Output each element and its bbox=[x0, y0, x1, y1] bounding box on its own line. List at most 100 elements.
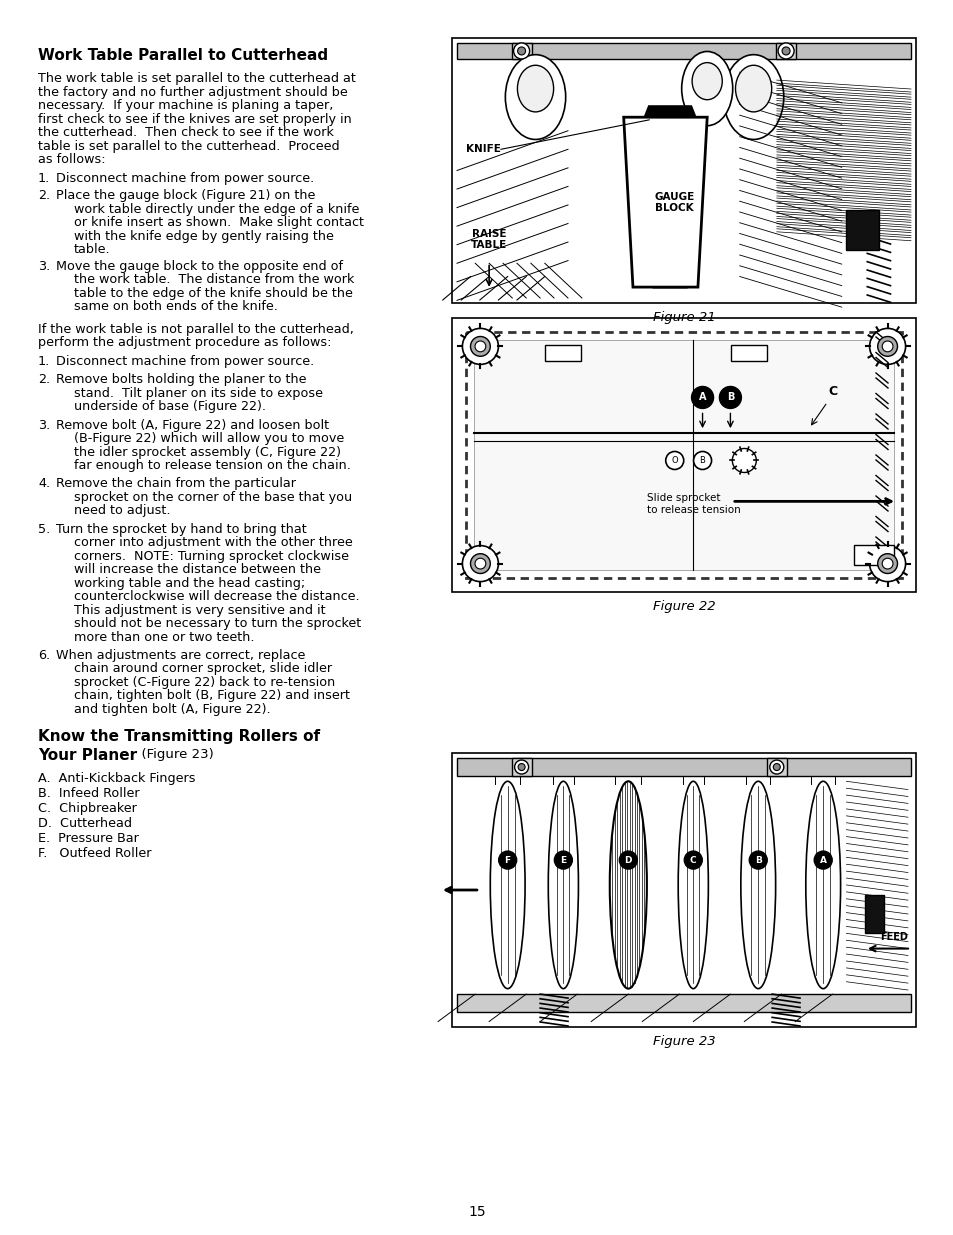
Text: D: D bbox=[624, 856, 632, 864]
Text: B: B bbox=[699, 456, 705, 466]
Text: E.  Pressure Bar: E. Pressure Bar bbox=[38, 831, 139, 845]
Bar bbox=[845, 210, 878, 249]
Circle shape bbox=[882, 341, 892, 352]
Circle shape bbox=[665, 452, 683, 469]
Text: KNIFE: KNIFE bbox=[465, 144, 500, 154]
Bar bbox=[465, 332, 901, 578]
Text: Remove bolt (A, Figure 22) and loosen bolt: Remove bolt (A, Figure 22) and loosen bo… bbox=[56, 419, 329, 431]
Text: more than one or two teeth.: more than one or two teeth. bbox=[74, 631, 254, 643]
Bar bbox=[456, 758, 910, 776]
Text: first check to see if the knives are set properly in: first check to see if the knives are set… bbox=[38, 112, 352, 126]
Bar bbox=[452, 317, 915, 592]
Bar bbox=[511, 43, 531, 59]
Text: sprocket (C-Figure 22) back to re-tension: sprocket (C-Figure 22) back to re-tensio… bbox=[74, 676, 335, 689]
Text: Move the gauge block to the opposite end of: Move the gauge block to the opposite end… bbox=[56, 259, 343, 273]
Text: stand.  Tilt planer on its side to expose: stand. Tilt planer on its side to expose bbox=[74, 387, 323, 400]
Text: should not be necessary to turn the sprocket: should not be necessary to turn the spro… bbox=[74, 618, 361, 630]
Text: Know the Transmitting Rollers of: Know the Transmitting Rollers of bbox=[38, 729, 320, 743]
Text: 2.: 2. bbox=[38, 373, 51, 387]
Text: sprocket on the corner of the base that you: sprocket on the corner of the base that … bbox=[74, 490, 352, 504]
Text: 1.: 1. bbox=[38, 356, 51, 368]
Bar bbox=[456, 43, 910, 59]
Text: chain around corner sprocket, slide idler: chain around corner sprocket, slide idle… bbox=[74, 662, 332, 676]
Text: Disconnect machine from power source.: Disconnect machine from power source. bbox=[56, 356, 314, 368]
Bar bbox=[452, 753, 915, 1028]
Circle shape bbox=[882, 558, 892, 569]
Text: chain, tighten bolt (B, Figure 22) and insert: chain, tighten bolt (B, Figure 22) and i… bbox=[74, 689, 350, 703]
Circle shape bbox=[693, 452, 711, 469]
Text: the cutterhead.  Then check to see if the work: the cutterhead. Then check to see if the… bbox=[38, 126, 334, 140]
Text: This adjustment is very sensitive and it: This adjustment is very sensitive and it bbox=[74, 604, 325, 616]
Text: 5.: 5. bbox=[38, 522, 51, 536]
Text: 1.: 1. bbox=[38, 172, 51, 185]
Text: When adjustments are correct, replace: When adjustments are correct, replace bbox=[56, 648, 305, 662]
Bar bbox=[730, 345, 766, 361]
Text: C: C bbox=[689, 856, 696, 864]
Circle shape bbox=[462, 546, 497, 582]
Text: the idler sprocket assembly (C, Figure 22): the idler sprocket assembly (C, Figure 2… bbox=[74, 446, 340, 458]
Text: working table and the head casting;: working table and the head casting; bbox=[74, 577, 305, 589]
Text: FEED: FEED bbox=[880, 931, 907, 941]
Text: will increase the distance between the: will increase the distance between the bbox=[74, 563, 320, 576]
Text: same on both ends of the knife.: same on both ends of the knife. bbox=[74, 300, 277, 314]
Ellipse shape bbox=[609, 782, 646, 989]
Ellipse shape bbox=[740, 782, 775, 989]
Circle shape bbox=[813, 851, 831, 869]
Text: work table directly under the edge of a knife: work table directly under the edge of a … bbox=[74, 203, 359, 216]
Text: Turn the sprocket by hand to bring that: Turn the sprocket by hand to bring that bbox=[56, 522, 307, 536]
Circle shape bbox=[732, 448, 756, 473]
Text: B.  Infeed Roller: B. Infeed Roller bbox=[38, 787, 139, 800]
Circle shape bbox=[470, 553, 490, 573]
Text: A: A bbox=[819, 856, 826, 864]
Text: Figure 22: Figure 22 bbox=[652, 600, 715, 613]
Text: need to adjust.: need to adjust. bbox=[74, 504, 171, 517]
Circle shape bbox=[514, 760, 528, 774]
Text: Figure 23: Figure 23 bbox=[652, 1035, 715, 1049]
Text: far enough to release tension on the chain.: far enough to release tension on the cha… bbox=[74, 459, 351, 472]
Text: 2.: 2. bbox=[38, 189, 51, 203]
Polygon shape bbox=[644, 106, 695, 287]
Text: counterclockwise will decrease the distance.: counterclockwise will decrease the dista… bbox=[74, 590, 359, 603]
Circle shape bbox=[475, 341, 485, 352]
Text: (B-Figure 22) which will allow you to move: (B-Figure 22) which will allow you to mo… bbox=[74, 432, 344, 445]
Ellipse shape bbox=[505, 54, 565, 140]
Text: B: B bbox=[754, 856, 760, 864]
Text: table to the edge of the knife should be the: table to the edge of the knife should be… bbox=[74, 287, 353, 300]
Text: 3.: 3. bbox=[38, 259, 51, 273]
Text: Work Table Parallel to Cutterhead: Work Table Parallel to Cutterhead bbox=[38, 48, 328, 63]
Text: table.: table. bbox=[74, 243, 111, 256]
Bar bbox=[511, 758, 531, 776]
Ellipse shape bbox=[722, 54, 783, 140]
Text: Place the gauge block (Figure 21) on the: Place the gauge block (Figure 21) on the bbox=[56, 189, 315, 203]
Text: perform the adjustment procedure as follows:: perform the adjustment procedure as foll… bbox=[38, 336, 331, 350]
Circle shape bbox=[513, 43, 529, 59]
Bar bbox=[864, 895, 882, 932]
Circle shape bbox=[769, 760, 783, 774]
Circle shape bbox=[517, 47, 525, 54]
Circle shape bbox=[683, 851, 701, 869]
Bar bbox=[776, 43, 795, 59]
Ellipse shape bbox=[691, 63, 721, 100]
Text: A: A bbox=[699, 393, 705, 403]
Text: corners.  NOTE: Turning sprocket clockwise: corners. NOTE: Turning sprocket clockwis… bbox=[74, 550, 349, 562]
Text: with the knife edge by gently raising the: with the knife edge by gently raising th… bbox=[74, 230, 334, 242]
Text: A.  Anti-Kickback Fingers: A. Anti-Kickback Fingers bbox=[38, 772, 195, 785]
Ellipse shape bbox=[548, 782, 578, 989]
Text: Figure 21: Figure 21 bbox=[652, 311, 715, 324]
Text: O: O bbox=[671, 456, 678, 466]
Text: 15: 15 bbox=[468, 1205, 485, 1219]
Ellipse shape bbox=[517, 65, 553, 112]
Ellipse shape bbox=[678, 782, 708, 989]
Ellipse shape bbox=[805, 782, 840, 989]
Circle shape bbox=[877, 553, 897, 573]
Circle shape bbox=[498, 851, 517, 869]
Circle shape bbox=[773, 763, 780, 771]
Text: table is set parallel to the cutterhead.  Proceed: table is set parallel to the cutterhead.… bbox=[38, 140, 339, 153]
Circle shape bbox=[475, 558, 485, 569]
Text: B: B bbox=[726, 393, 733, 403]
Text: F: F bbox=[504, 856, 510, 864]
Circle shape bbox=[554, 851, 572, 869]
Text: the factory and no further adjustment should be: the factory and no further adjustment sh… bbox=[38, 85, 348, 99]
Text: D.  Cutterhead: D. Cutterhead bbox=[38, 816, 132, 830]
Text: C.  Chipbreaker: C. Chipbreaker bbox=[38, 802, 136, 815]
